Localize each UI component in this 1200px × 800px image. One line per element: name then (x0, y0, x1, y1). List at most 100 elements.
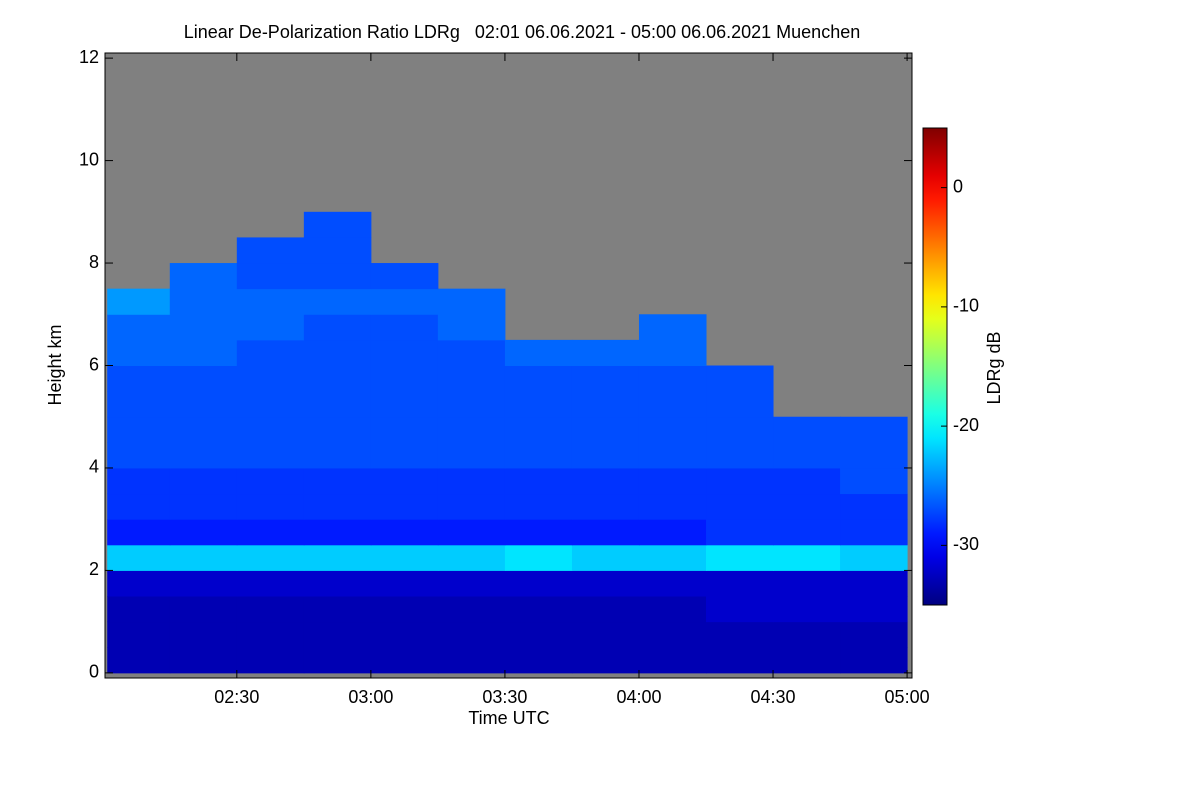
heat-cell (370, 647, 439, 674)
heat-cell (370, 314, 439, 341)
heat-cell (169, 365, 238, 392)
heat-cell (504, 544, 573, 571)
heat-cell (571, 416, 640, 443)
heat-cell (370, 365, 439, 392)
heat-cell (370, 596, 439, 623)
heat-cell (706, 416, 774, 443)
heat-cell (437, 467, 506, 495)
heat-cell (169, 621, 238, 648)
heat-cell (303, 596, 372, 623)
heat-cell (706, 570, 774, 597)
heat-cell (107, 519, 171, 546)
y-axis-label: Height km (45, 324, 65, 405)
heat-cell (773, 493, 841, 520)
heat-cell (236, 416, 305, 443)
heat-cell (706, 544, 774, 571)
heat-cell (437, 314, 506, 341)
x-tick-label: 03:00 (348, 687, 393, 707)
heat-cell (638, 365, 707, 392)
heat-cell (437, 416, 506, 443)
heat-cell (236, 339, 305, 366)
heat-cell (437, 647, 506, 674)
heat-cell (370, 467, 439, 495)
heat-cell (571, 544, 640, 571)
heat-cell (303, 339, 372, 366)
heat-cell (107, 314, 171, 341)
heat-cell (437, 442, 506, 469)
heat-cell (370, 570, 439, 597)
heat-cell (504, 416, 573, 443)
heat-cell (504, 467, 573, 495)
heat-cell (437, 288, 506, 315)
heat-cell (370, 621, 439, 648)
heat-cell (236, 314, 305, 341)
heat-cell (370, 288, 439, 315)
heat-cell (370, 391, 439, 418)
heat-cell (107, 288, 171, 315)
heat-cell (840, 493, 908, 520)
heat-cell (571, 365, 640, 392)
x-tick-label: 05:00 (885, 687, 930, 707)
heat-cell (504, 570, 573, 597)
heat-cell (504, 493, 573, 520)
heat-cell (638, 442, 707, 469)
heat-cell (169, 647, 238, 674)
heat-cell (504, 519, 573, 546)
heat-cell (236, 570, 305, 597)
heat-cell (504, 365, 573, 392)
heat-cell (571, 596, 640, 623)
y-tick-label: 2 (89, 559, 99, 579)
heat-cell (773, 416, 841, 443)
heat-cell (840, 416, 908, 443)
heat-cell (638, 339, 707, 366)
heat-cell (370, 519, 439, 546)
heat-cell (571, 647, 640, 674)
heat-cell (571, 442, 640, 469)
x-tick-label: 02:30 (214, 687, 259, 707)
heat-cell (638, 647, 707, 674)
heat-cell (107, 647, 171, 674)
heat-cell (571, 339, 640, 366)
heat-cell (370, 442, 439, 469)
heat-cell (840, 647, 908, 674)
heat-cell (370, 493, 439, 520)
heat-cell (169, 519, 238, 546)
heat-cell (236, 596, 305, 623)
heat-cell (706, 621, 774, 648)
heat-cell (303, 467, 372, 495)
heat-cell (706, 493, 774, 520)
heat-cell (840, 519, 908, 546)
colorbar-label: LDRg dB (984, 331, 1004, 404)
heat-cell (303, 237, 372, 264)
heat-cell (571, 519, 640, 546)
y-tick-label: 10 (79, 149, 99, 169)
heat-cell (169, 416, 238, 443)
heat-cell (773, 570, 841, 597)
heat-cell (303, 621, 372, 648)
heat-cell (638, 519, 707, 546)
heat-cell (638, 596, 707, 623)
heat-cell (571, 467, 640, 495)
heat-cell (107, 467, 171, 495)
heat-cell (571, 391, 640, 418)
heat-cell (169, 493, 238, 520)
heat-cell (107, 493, 171, 520)
heat-cell (236, 467, 305, 495)
colorbar-tick-label: -30 (953, 534, 979, 554)
heat-cell (773, 544, 841, 571)
heat-cell (107, 391, 171, 418)
heat-cell (303, 416, 372, 443)
x-tick-label: 03:30 (482, 687, 527, 707)
heat-cell (504, 339, 573, 366)
heat-cell (303, 314, 372, 341)
heat-cell (840, 596, 908, 623)
heat-cell (169, 570, 238, 597)
heat-cell (437, 365, 506, 392)
heat-cell (840, 621, 908, 648)
heat-cell (773, 442, 841, 469)
heat-cell (107, 339, 171, 366)
heat-cell (706, 467, 774, 495)
heat-cell (236, 621, 305, 648)
